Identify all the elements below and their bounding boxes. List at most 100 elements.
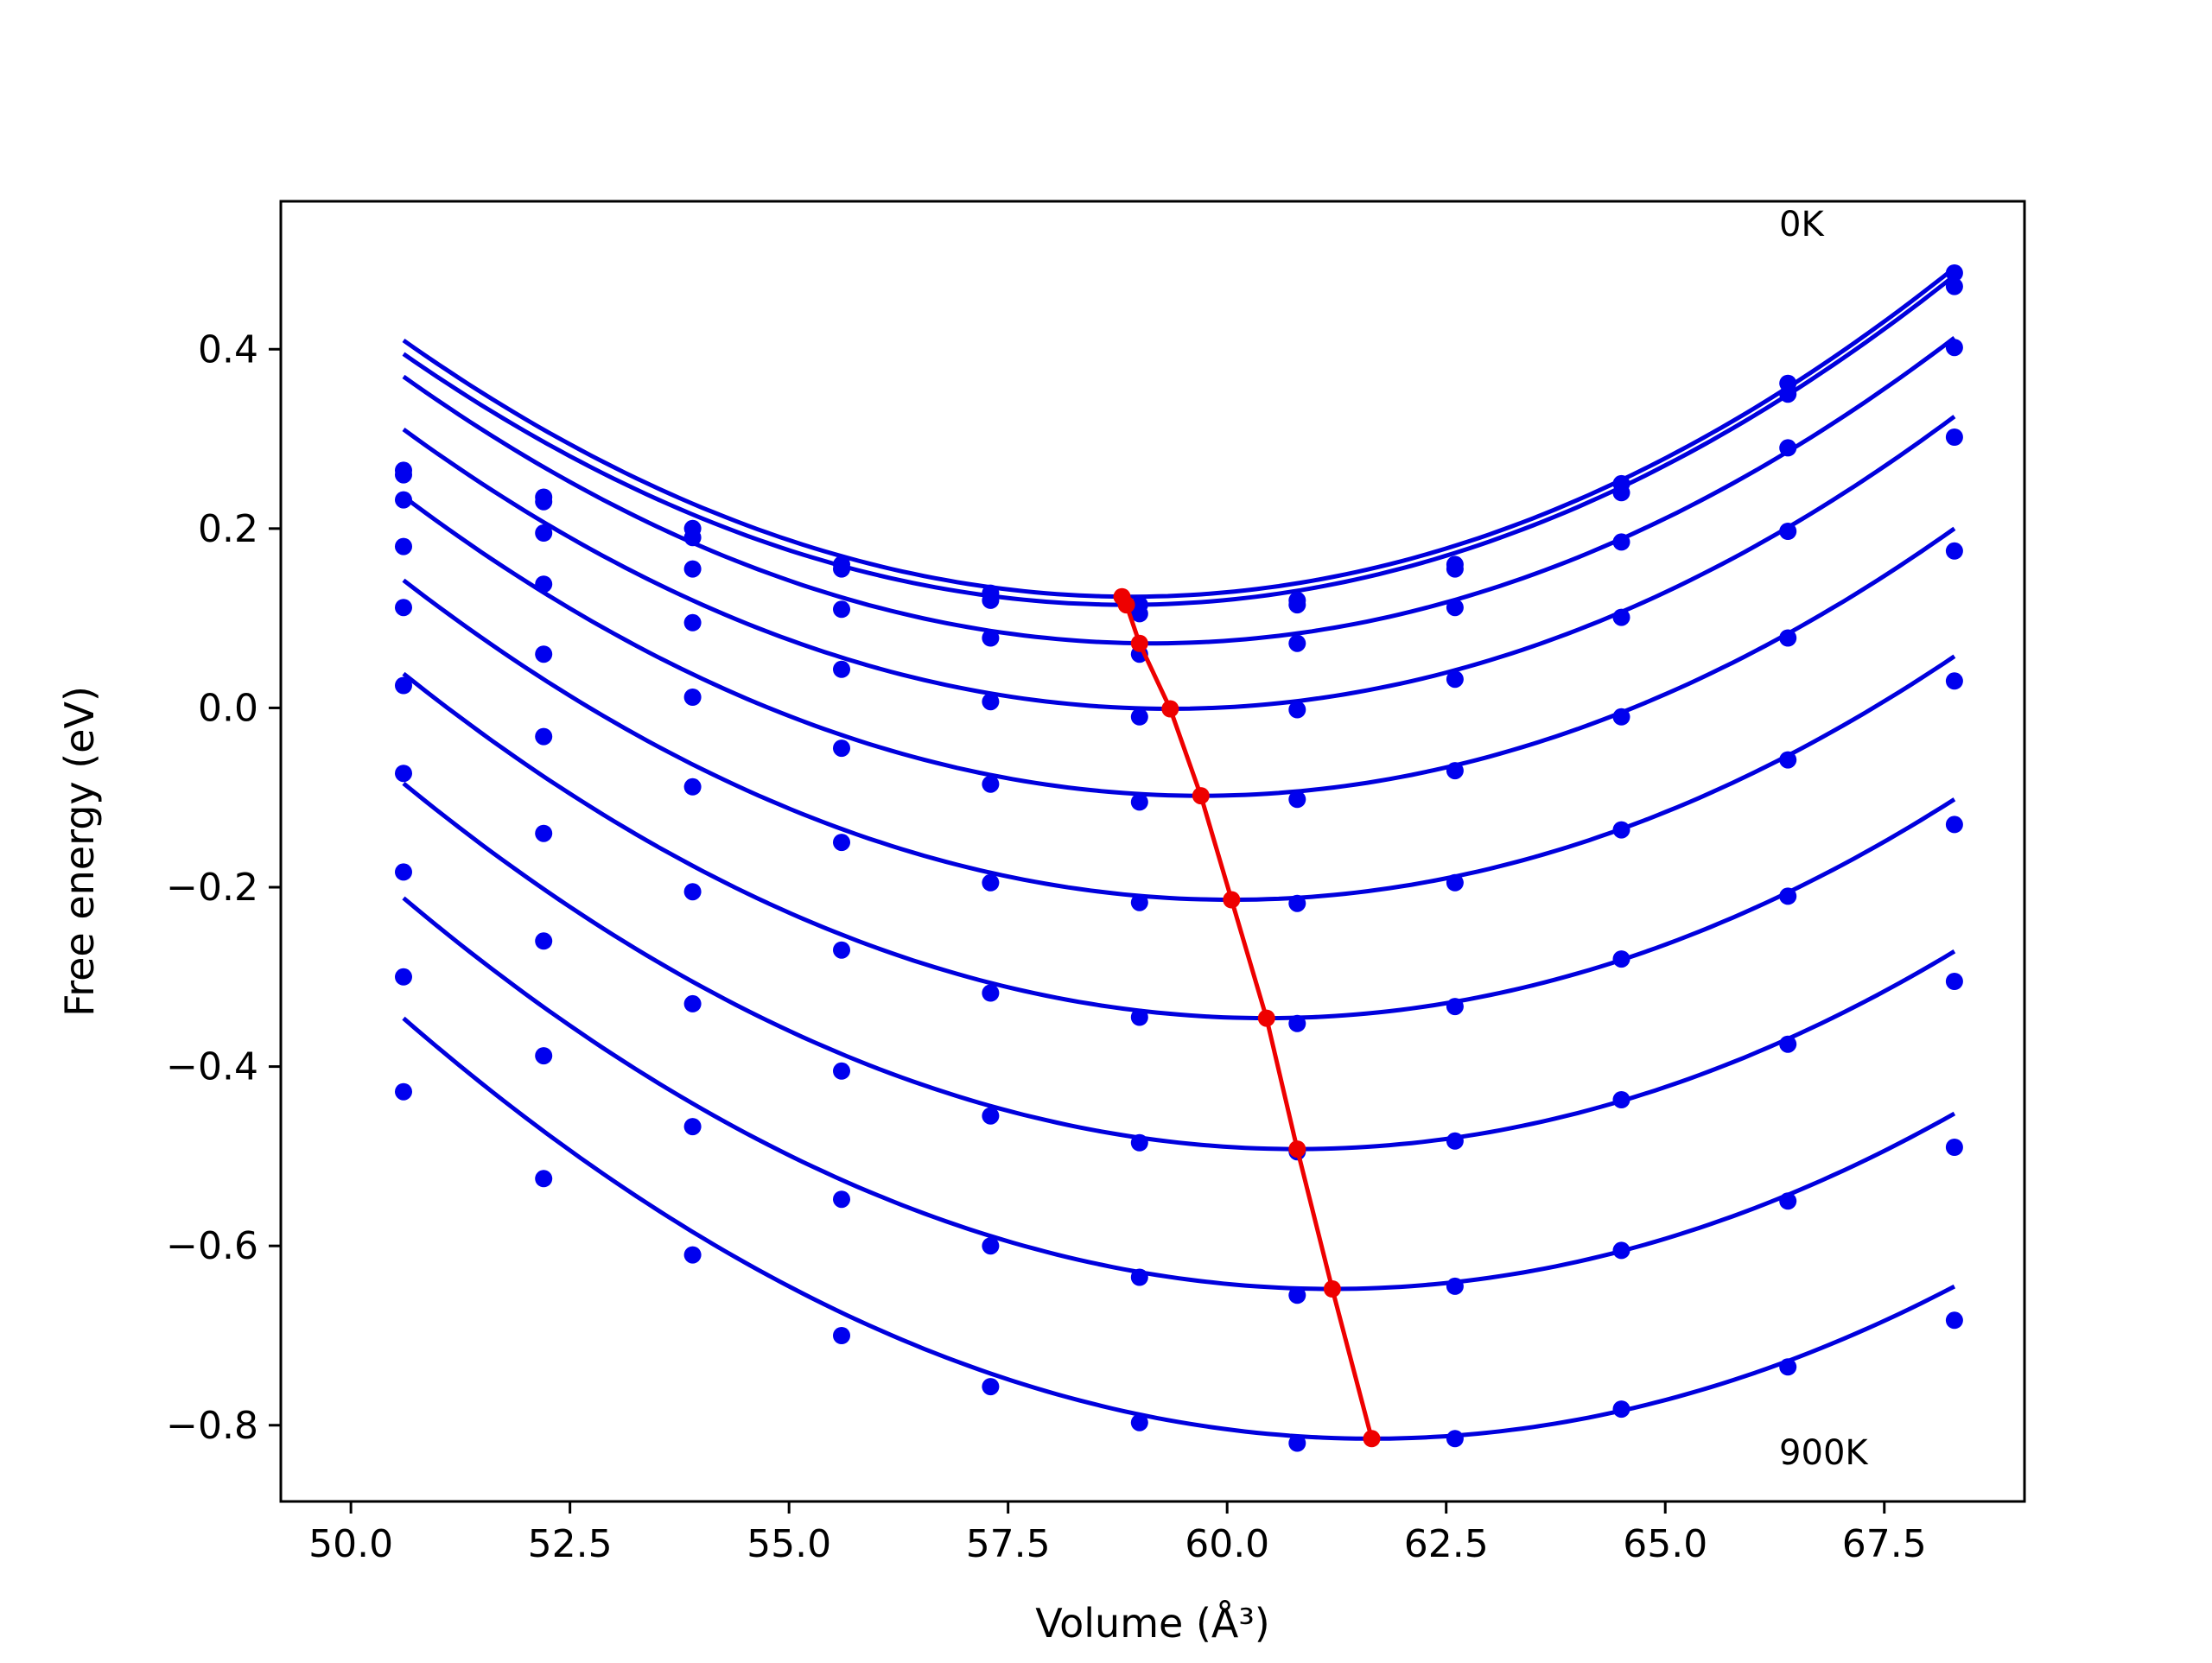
x-tick-label: 67.5 (1842, 1522, 1927, 1566)
x-tick-label: 52.5 (528, 1522, 613, 1566)
data-point (1130, 793, 1148, 811)
data-point (395, 968, 412, 986)
data-points (395, 264, 1963, 1452)
fit-curve-1 (402, 266, 1956, 600)
data-point (1288, 1434, 1306, 1452)
data-point (1612, 608, 1630, 626)
data-point (1779, 629, 1797, 647)
data-point (833, 660, 850, 678)
data-point (1288, 1014, 1306, 1032)
y-axis-ticks: 0.4 0.2 0.0 −0.2 −0.4 −0.6 −0.8 (166, 327, 281, 1448)
minimum-point (1288, 1140, 1306, 1158)
y-tick-label: 0.0 (198, 686, 258, 730)
x-tick-label: 55.0 (747, 1522, 831, 1566)
data-point (395, 461, 412, 479)
data-point (683, 1246, 702, 1264)
fit-curve-6 (402, 578, 1956, 902)
data-point (535, 524, 553, 542)
data-point (833, 600, 850, 619)
data-point (1446, 1430, 1464, 1448)
data-point (1612, 484, 1630, 502)
minimum-point (1161, 700, 1179, 718)
minimum-point (1363, 1430, 1381, 1448)
y-axis-label: Free energy (eV) (56, 686, 103, 1017)
minimum-point (1192, 787, 1210, 805)
data-point (833, 1062, 850, 1080)
data-point (1130, 605, 1148, 623)
data-point (1446, 599, 1464, 617)
data-point (1945, 973, 1963, 990)
data-point (982, 629, 1000, 647)
minima-line (1120, 595, 1374, 1439)
data-point (1288, 634, 1306, 652)
data-point (683, 560, 702, 578)
data-point (1612, 821, 1630, 839)
data-point (395, 765, 412, 783)
data-point (833, 1190, 850, 1209)
data-point (1945, 816, 1963, 834)
data-point (1130, 1413, 1148, 1431)
data-point (833, 834, 850, 852)
data-point (395, 599, 412, 617)
data-point (1130, 1133, 1148, 1152)
plot-frame (279, 200, 2026, 1503)
y-tick-label: −0.2 (166, 866, 258, 910)
data-point (1130, 893, 1148, 911)
minimum-point (1130, 634, 1148, 652)
data-point (1779, 385, 1797, 403)
data-point (395, 1082, 412, 1101)
data-point (1779, 439, 1797, 457)
data-point (683, 994, 702, 1012)
y-tick-label: −0.8 (166, 1404, 258, 1448)
data-point (833, 941, 850, 959)
data-point (535, 1170, 553, 1188)
y-tick-label: −0.6 (166, 1224, 258, 1268)
data-point (1612, 1400, 1630, 1419)
data-point (1612, 950, 1630, 968)
x-tick-label: 50.0 (308, 1522, 393, 1566)
minimum-point (1257, 1009, 1275, 1027)
data-point (535, 575, 553, 593)
data-point (982, 693, 1000, 711)
data-point (1779, 1192, 1797, 1210)
fit-curve-3 (402, 336, 1956, 646)
annotations: 0K 900K (1779, 205, 1869, 1473)
data-point (1446, 873, 1464, 892)
data-point (982, 984, 1000, 1002)
data-point (1446, 560, 1464, 578)
data-point (1446, 1277, 1464, 1295)
data-point (1612, 533, 1630, 551)
data-point (982, 873, 1000, 892)
minimum-point (1323, 1280, 1341, 1298)
data-point (1945, 1311, 1963, 1330)
data-point (1288, 894, 1306, 912)
data-point (535, 645, 553, 663)
data-point (683, 613, 702, 632)
data-point (395, 537, 412, 555)
data-point (1446, 998, 1464, 1016)
minimum-point (1117, 596, 1135, 614)
data-point (395, 863, 412, 881)
data-point (1779, 751, 1797, 769)
fit-curve-5 (402, 494, 1956, 798)
data-point (982, 1237, 1000, 1255)
fit-curve-9 (402, 896, 1956, 1292)
data-point (1945, 339, 1963, 357)
fit-curve-8 (402, 781, 1956, 1152)
data-point (683, 529, 702, 547)
data-point (1612, 1091, 1630, 1108)
data-point (535, 492, 553, 511)
fit-curve-7 (402, 671, 1956, 1021)
data-point (982, 591, 1000, 609)
fit-curves (402, 266, 1956, 1441)
fit-curve-4 (402, 415, 1956, 712)
data-point (833, 739, 850, 758)
data-point (1945, 542, 1963, 560)
x-tick-label: 62.5 (1404, 1522, 1489, 1566)
data-point (833, 1327, 850, 1344)
minima-path (1113, 587, 1381, 1448)
data-point (1612, 708, 1630, 726)
data-point (1945, 672, 1963, 690)
